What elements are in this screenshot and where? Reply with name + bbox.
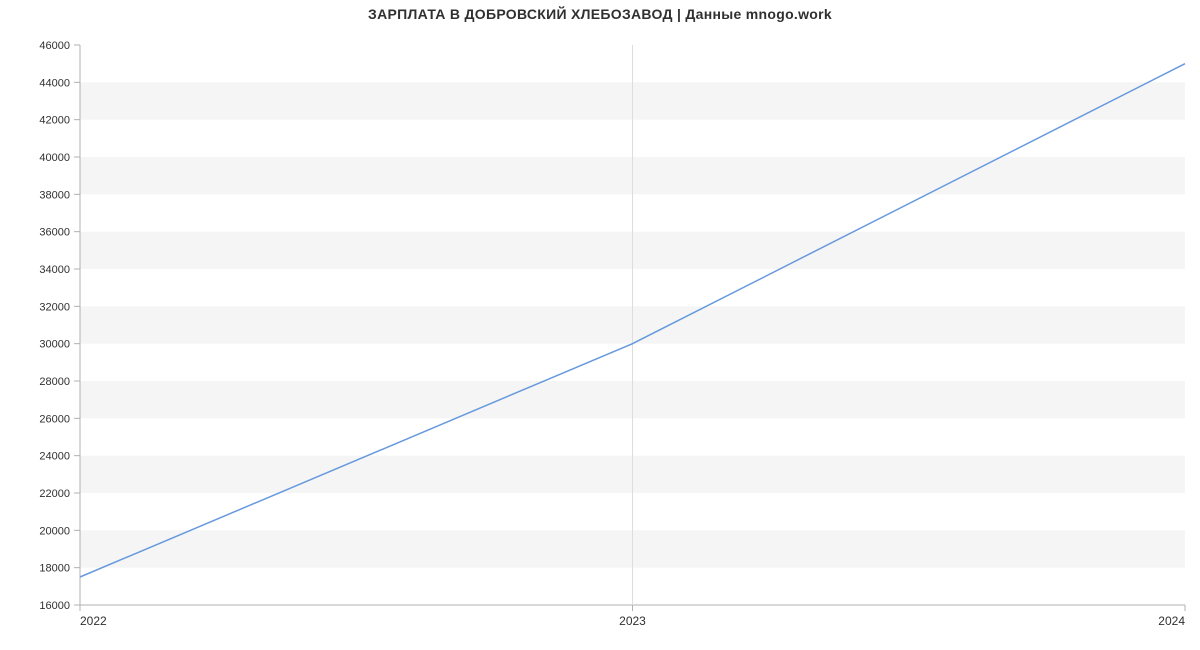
chart-svg: 16000 18000 20000 22000 24000 26000 28000 30000… [0, 0, 1200, 650]
chart-title: ЗАРПЛАТА В ДОБРОВСКИЙ ХЛЕБОЗАВОД | Данны… [0, 6, 1200, 22]
salary-line-chart: ЗАРПЛАТА В ДОБРОВСКИЙ ХЛЕБОЗАВОД | Данны… [0, 0, 1200, 650]
svg-text:40000: 40000 [39, 152, 70, 164]
svg-text:18000: 18000 [39, 563, 70, 575]
svg-text:44000: 44000 [39, 77, 70, 89]
svg-text:20000: 20000 [39, 525, 70, 537]
svg-text:24000: 24000 [39, 451, 70, 463]
svg-text:26000: 26000 [39, 413, 70, 425]
svg-text:28000: 28000 [39, 376, 70, 388]
svg-text:38000: 38000 [39, 189, 70, 201]
svg-text:32000: 32000 [39, 301, 70, 313]
svg-text:42000: 42000 [39, 115, 70, 127]
svg-text:2024: 2024 [1158, 614, 1185, 628]
svg-text:22000: 22000 [39, 488, 70, 500]
svg-text:36000: 36000 [39, 227, 70, 239]
svg-text:16000: 16000 [39, 600, 70, 612]
svg-text:2022: 2022 [80, 614, 107, 628]
svg-text:34000: 34000 [39, 264, 70, 276]
svg-text:46000: 46000 [39, 40, 70, 52]
svg-text:30000: 30000 [39, 339, 70, 351]
svg-text:2023: 2023 [619, 614, 646, 628]
